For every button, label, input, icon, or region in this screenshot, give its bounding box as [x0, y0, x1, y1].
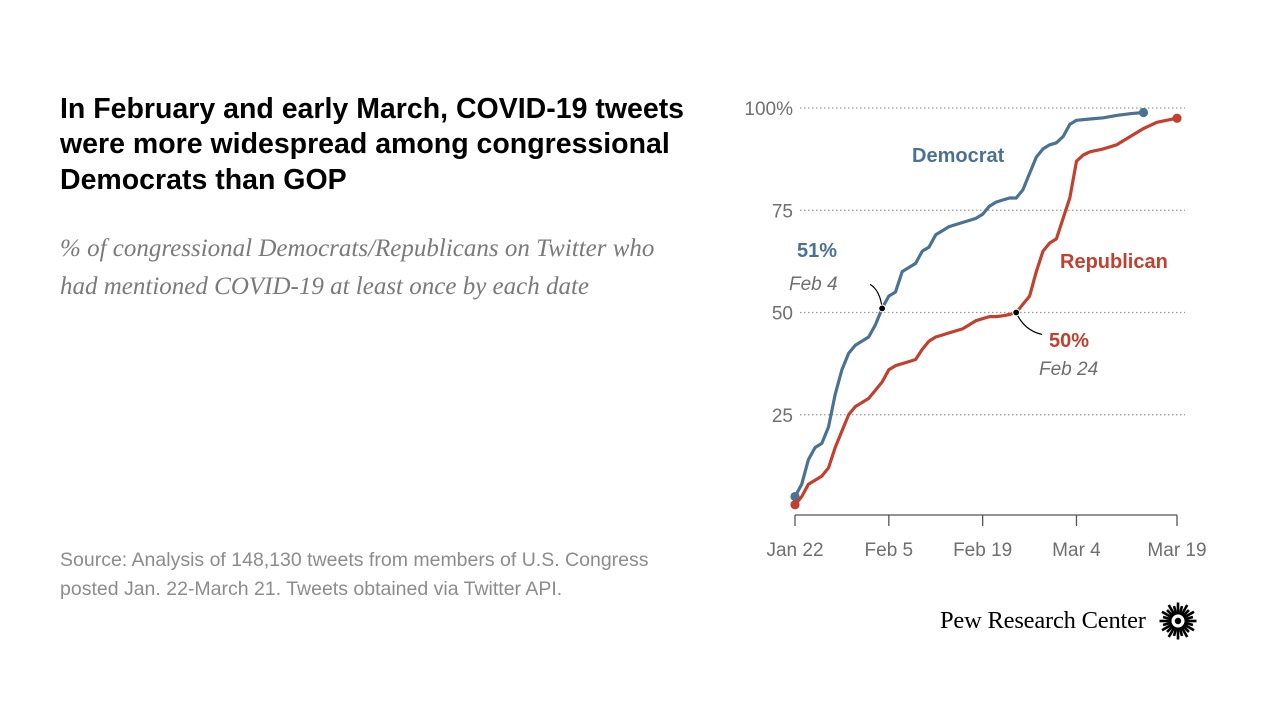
republican-start-point	[790, 500, 800, 510]
series-label-democrat: Democrat	[912, 145, 1005, 167]
x-tick-label-mar-19: Mar 19	[1147, 540, 1206, 561]
annotations: 51% Feb 4 50% Feb 24	[789, 240, 1098, 380]
y-tick-label-100: 100%	[744, 99, 793, 120]
source-note: Source: Analysis of 148,130 tweets from …	[60, 549, 649, 601]
series-lines	[790, 107, 1182, 510]
logo-ray	[1172, 605, 1178, 616]
annotation-value-democrat: 51%	[797, 240, 837, 262]
logo-ray	[1179, 625, 1189, 638]
logo-ray	[1182, 610, 1195, 619]
logo-ray	[1167, 625, 1176, 638]
y-tick-label-25: 25	[772, 406, 793, 427]
logo-ray	[1183, 615, 1194, 621]
brand-name: Pew Research Center	[940, 607, 1146, 634]
logo-ray	[1178, 605, 1184, 616]
logo-ray	[1172, 626, 1178, 637]
brand: Pew Research Center	[940, 600, 1198, 642]
republican-end-point	[1172, 113, 1182, 123]
logo-ray	[1182, 623, 1195, 632]
x-tick-label-jan-22: Jan 22	[766, 540, 823, 561]
chart-title: In February and early March, COVID-19 tw…	[60, 93, 685, 196]
logo-ray	[1162, 621, 1172, 627]
y-tick-labels: 100% 75 50 25	[744, 99, 793, 427]
logo-ray	[1165, 624, 1175, 633]
annotation-point-republican	[1012, 308, 1021, 317]
logo-ray	[1161, 610, 1173, 619]
logo-ray	[1162, 615, 1172, 621]
grid-layer	[800, 107, 1185, 416]
logo-ray	[1181, 609, 1190, 618]
pew-sunburst-icon	[1159, 602, 1197, 640]
annotation-date-democrat: Feb 4	[789, 274, 838, 295]
democrat-line	[793, 110, 1146, 499]
chart-subtitle: % of congressional Democrats/Republicans…	[60, 235, 655, 300]
y-tick-label-75: 75	[772, 201, 793, 222]
democrat-start-point	[790, 491, 800, 502]
series-label-republican: Republican	[1060, 251, 1168, 273]
logo-core	[1174, 617, 1181, 625]
logo-ray	[1161, 623, 1173, 632]
logo-ray	[1183, 621, 1194, 627]
republican-line	[793, 116, 1179, 507]
logo-ray	[1181, 624, 1190, 633]
y-tick-label-50: 50	[772, 304, 793, 325]
logo-ray	[1165, 609, 1175, 618]
logo-ray	[1178, 626, 1184, 637]
x-tick-label-mar-4: Mar 4	[1052, 540, 1101, 561]
annotation-leader-republican	[1015, 312, 1043, 336]
annotation-leader-democrat	[869, 283, 883, 309]
annotation-point-democrat	[878, 304, 887, 313]
logo-ray	[1167, 604, 1176, 617]
x-tick-label-feb-19: Feb 19	[953, 540, 1012, 561]
annotation-date-republican: Feb 24	[1039, 359, 1098, 380]
x-tick-label-feb-5: Feb 5	[865, 540, 914, 561]
annotation-value-republican: 50%	[1049, 330, 1089, 352]
logo-ray	[1179, 604, 1189, 617]
series-labels: Democrat Republican	[912, 145, 1168, 273]
democrat-end-point	[1138, 107, 1149, 118]
x-axis: Jan 22 Feb 5 Feb 19 Mar 4 Mar 19	[766, 514, 1207, 561]
